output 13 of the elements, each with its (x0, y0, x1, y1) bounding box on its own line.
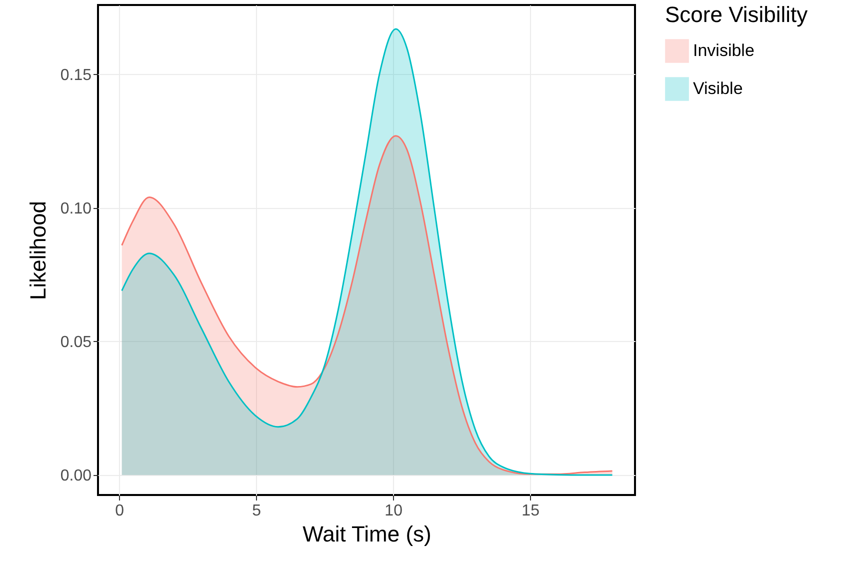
legend-label: Visible (693, 79, 743, 98)
x-tick-label: 5 (252, 502, 262, 520)
y-tick-label: 0.10 (60, 200, 92, 218)
x-tick-label: 0 (115, 502, 124, 520)
legend-title: Score Visibility (665, 2, 808, 27)
y-tick-label: 0.00 (60, 467, 92, 484)
x-tick-label: 15 (522, 502, 540, 520)
x-tick-label: 10 (384, 502, 403, 520)
legend-label: Invisible (693, 41, 754, 60)
x-axis-title: Wait Time (s) (302, 522, 432, 546)
y-tick-label: 0.05 (60, 334, 92, 351)
y-axis-title: Likelihood (25, 200, 50, 300)
y-tick-label: 0.15 (60, 66, 92, 84)
